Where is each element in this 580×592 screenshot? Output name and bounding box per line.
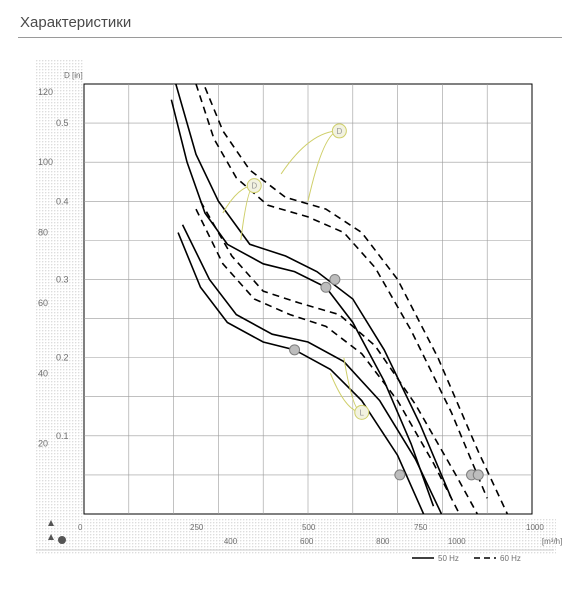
svg-text:D [in]: D [in]	[64, 71, 83, 80]
svg-text:L: L	[360, 408, 365, 417]
chart-container: Характеристики 0.1 0.2 0.3 0.4 0.5 20 40 60 80 10…	[0, 0, 580, 592]
svg-text:120: 120	[38, 87, 53, 97]
svg-text:0: 0	[78, 523, 83, 532]
svg-text:1000: 1000	[526, 523, 544, 532]
svg-text:100: 100	[38, 157, 53, 167]
svg-text:0.1: 0.1	[56, 431, 69, 441]
svg-text:750: 750	[414, 523, 428, 532]
svg-text:400: 400	[224, 537, 238, 546]
svg-text:D: D	[336, 127, 342, 136]
svg-text:600: 600	[300, 537, 314, 546]
page-title: Характеристики	[20, 14, 562, 31]
title-rule	[18, 37, 562, 38]
svg-text:60: 60	[38, 298, 48, 308]
characteristics-chart: 0.1 0.2 0.3 0.4 0.5 20 40 60 80 100 120 D [in] 0 250 5…	[18, 48, 562, 568]
svg-text:500: 500	[302, 523, 316, 532]
svg-text:[m³/h]: [m³/h]	[542, 537, 562, 546]
svg-text:60 Hz: 60 Hz	[500, 554, 521, 563]
svg-text:0.4: 0.4	[56, 196, 69, 206]
svg-text:1000: 1000	[448, 537, 466, 546]
svg-text:80: 80	[38, 228, 48, 238]
svg-text:20: 20	[38, 439, 48, 449]
svg-text:0.5: 0.5	[56, 118, 69, 128]
chart-svg: 0.1 0.2 0.3 0.4 0.5 20 40 60 80 100 120 D [in] 0 250 5…	[18, 48, 562, 568]
svg-text:0.3: 0.3	[56, 274, 69, 284]
svg-text:40: 40	[38, 368, 48, 378]
svg-text:800: 800	[376, 537, 390, 546]
svg-text:250: 250	[190, 523, 204, 532]
svg-text:0.2: 0.2	[56, 353, 69, 363]
svg-text:50 Hz: 50 Hz	[438, 554, 459, 563]
svg-text:D: D	[251, 182, 257, 191]
